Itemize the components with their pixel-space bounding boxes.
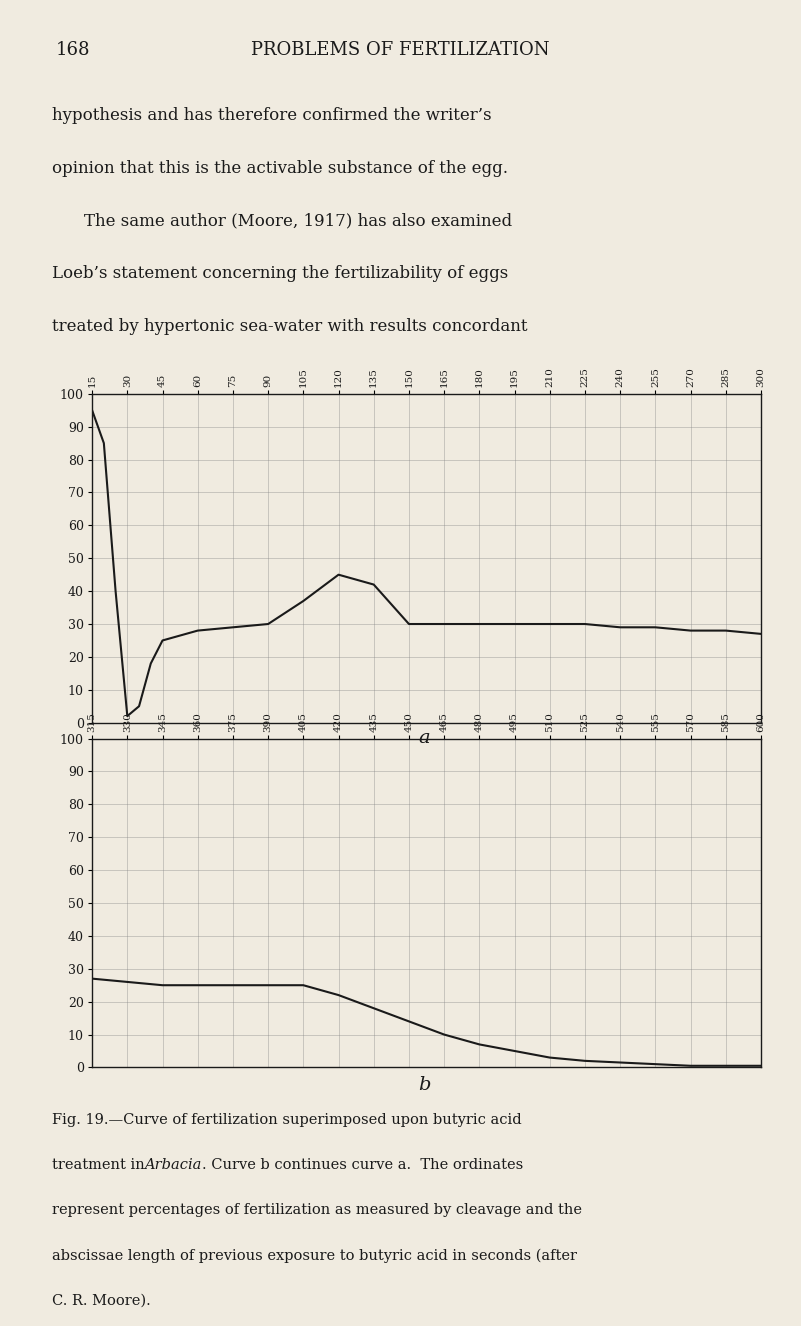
Text: represent percentages of fertilization as measured by cleavage and the: represent percentages of fertilization a… [52,1203,582,1217]
Text: a: a [419,728,430,747]
Text: The same author (Moore, 1917) has also examined: The same author (Moore, 1917) has also e… [84,212,512,229]
Text: Loeb’s statement concerning the fertilizability of eggs: Loeb’s statement concerning the fertiliz… [52,265,509,282]
Text: hypothesis and has therefore confirmed the writer’s: hypothesis and has therefore confirmed t… [52,107,492,125]
Text: opinion that this is the activable substance of the egg.: opinion that this is the activable subst… [52,160,508,176]
Text: treatment in: treatment in [52,1158,150,1172]
Text: . Curve b continues curve a.  The ordinates: . Curve b continues curve a. The ordinat… [202,1158,523,1172]
Text: PROBLEMS OF FERTILIZATION: PROBLEMS OF FERTILIZATION [252,41,549,58]
Text: treated by hypertonic sea-water with results concordant: treated by hypertonic sea-water with res… [52,318,528,335]
Text: Arbacia: Arbacia [144,1158,202,1172]
Text: abscissae length of previous exposure to butyric acid in seconds (after: abscissae length of previous exposure to… [52,1248,577,1262]
Text: Fig. 19.—Curve of fertilization superimposed upon butyric acid: Fig. 19.—Curve of fertilization superimp… [52,1113,521,1127]
Text: 168: 168 [56,41,91,58]
Text: b: b [418,1075,431,1094]
Text: C. R. Moore).: C. R. Moore). [52,1294,151,1307]
